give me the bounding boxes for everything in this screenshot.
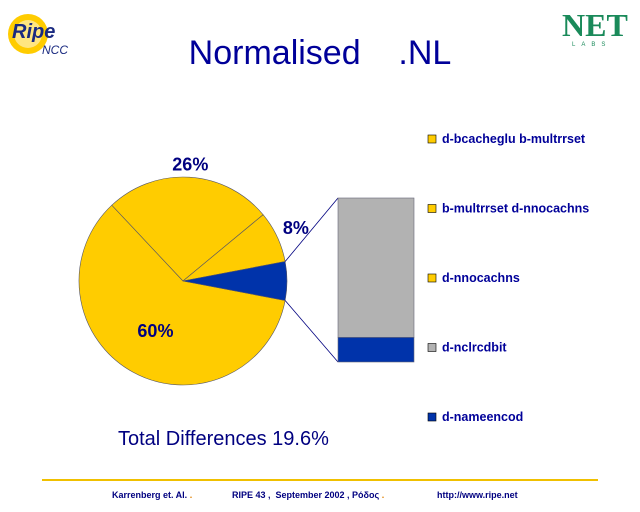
legend-label-d-nclrcdbit: d-nclrcdbit <box>442 341 507 355</box>
pie-slice-b-multrrset-d-nnocachns <box>111 176 264 282</box>
slide-title: Normalised .NL <box>188 34 452 72</box>
breakout-bar <box>337 197 415 363</box>
logo-net-text: NET <box>562 7 628 43</box>
ripe-ncc-logo: Ripe NCC <box>8 14 68 57</box>
legend-label-b-multrrset-d-nnocachns: b-multrrset d-nnocachns <box>442 202 589 216</box>
legend: d-bcacheglu b-multrrset b-multrrset d-nno… <box>427 132 589 424</box>
footer-authors: Karrenberg et. Al. . <box>112 490 193 500</box>
legend-label-d-bcacheglu-b-multrrset: d-bcacheglu b-multrrset <box>442 132 586 146</box>
total-differences-text: Total Differences 19.6% <box>118 428 329 450</box>
footer-url[interactable]: http://www.ripe.net <box>437 490 518 500</box>
legend-label-d-nameencod: d-nameencod <box>442 410 523 424</box>
legend-label-d-nnocachns: d-nnocachns <box>442 271 520 285</box>
legend-swatch-b-multrrset-d-nnocachns <box>427 204 437 213</box>
connector-top <box>284 197 339 262</box>
footer-divider <box>42 479 598 481</box>
bar-segment-d-nameencod <box>337 337 415 363</box>
logo-ncc-text: NCC <box>42 43 68 57</box>
pie-slice-d-bcacheglu-b-multrrset <box>78 204 286 386</box>
legend-swatch-d-bcacheglu-b-multrrset <box>427 134 437 144</box>
footer-event: RIPE 43 , September 2002 , Ρόδος . <box>232 490 385 500</box>
netlabs-logo: NET LABS <box>562 7 628 48</box>
pie-label-26pct: 26% <box>172 155 208 175</box>
legend-swatch-d-nameencod <box>427 412 437 422</box>
pie-slices <box>78 176 288 386</box>
pie-label-8pct: 8% <box>283 218 309 238</box>
pie-label-60pct: 60% <box>137 321 173 341</box>
connector-bottom <box>284 300 339 363</box>
breakout-connectors <box>284 197 339 363</box>
pie-percent-labels: 60% 26% 8% <box>137 155 309 341</box>
pie-slice-d-nameencod <box>182 261 288 301</box>
bar-segment-d-nclrcdbit <box>337 197 415 338</box>
legend-swatch-d-nnocachns <box>427 273 437 283</box>
logo-labs-text: LABS <box>572 42 611 48</box>
legend-swatch-d-nclrcdbit <box>427 343 437 352</box>
logo-ripe-text: Ripe <box>12 21 55 43</box>
